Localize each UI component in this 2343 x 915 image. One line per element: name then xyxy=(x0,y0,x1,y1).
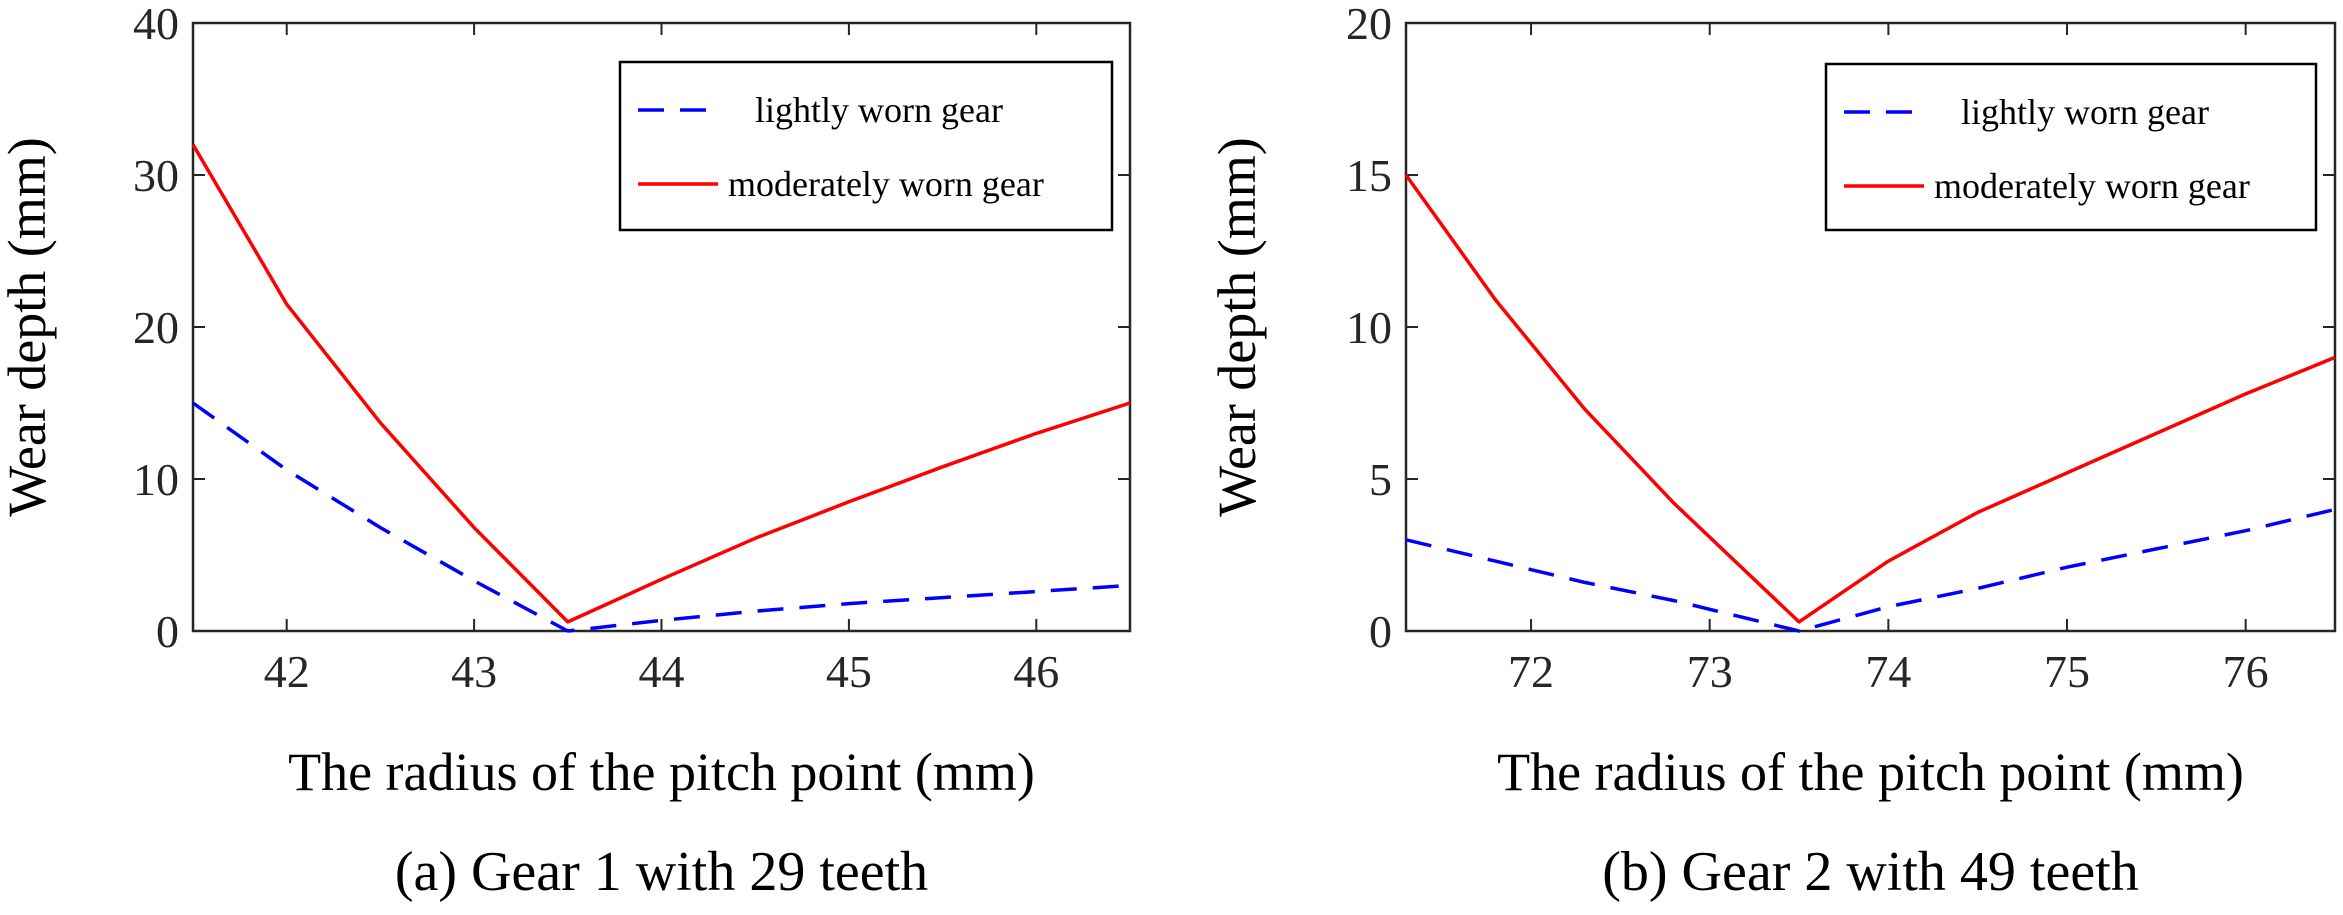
panel-a-y-tick-label: 10 xyxy=(133,454,179,505)
panel-a-x-axis-label: The radius of the pitch point (mm) xyxy=(288,742,1035,802)
panel-a-legend-moderately-worn-label: moderately worn gear xyxy=(728,164,1044,204)
panel-a-chart: 0 10 20 30 40 42 43 44 45 46 Wear depth (mm) The ra… xyxy=(0,0,1132,903)
panel-a-x-tick-label: 45 xyxy=(826,646,872,697)
panel-a-caption: (a) Gear 1 with 29 teeth xyxy=(395,841,928,903)
panel-b-legend-lightly-worn-label: lightly worn gear xyxy=(1961,92,2209,132)
panel-a-legend-box xyxy=(618,60,1114,232)
panel-a-x-tick-label: 46 xyxy=(1013,646,1059,697)
panel-a-series-lightly-worn-line xyxy=(191,401,1131,633)
panel-b-y-tick-label: 5 xyxy=(1369,454,1392,505)
panel-b-legend-moderately-worn-label: moderately worn gear xyxy=(1934,166,2250,206)
panel-a-x-tick-label: 44 xyxy=(639,646,685,697)
panel-b-x-tick-label: 73 xyxy=(1687,646,1733,697)
panel-a-y-tick-label: 20 xyxy=(133,302,179,353)
panel-b-y-axis-label: Wear depth (mm) xyxy=(1207,137,1267,517)
panel-b-x-tick-label: 72 xyxy=(1508,646,1554,697)
panel-a-y-tick-label: 0 xyxy=(156,606,179,657)
panel-b-chart: 0 5 10 15 20 72 73 74 75 76 Wear depth (mm) The rad… xyxy=(1207,0,2337,903)
panel-a-y-axis-label: Wear depth (mm) xyxy=(0,137,57,517)
panel-b-legend-box xyxy=(1824,62,2318,232)
panel-b-x-tick-label: 76 xyxy=(2223,646,2269,697)
panel-a-x-tick-label: 43 xyxy=(451,646,497,697)
panel-a-series-moderately-worn-line xyxy=(191,143,1131,624)
panel-b-series-lightly-worn-line xyxy=(1405,507,2336,633)
panel-b-y-tick-label: 0 xyxy=(1369,606,1392,657)
panel-b-x-axis-label: The radius of the pitch point (mm) xyxy=(1497,742,2244,802)
panel-b-caption: (b) Gear 2 with 49 teeth xyxy=(1602,841,2138,903)
panel-b-y-tick-label: 15 xyxy=(1346,150,1392,201)
panel-a-x-tick-label: 42 xyxy=(264,646,310,697)
panel-b-x-tick-label: 75 xyxy=(2044,646,2090,697)
panel-b-y-tick-label: 20 xyxy=(1346,0,1392,49)
panel-a-y-tick-label: 40 xyxy=(133,0,179,49)
panel-b-x-tick-label: 74 xyxy=(1865,646,1911,697)
panel-a-legend-lightly-worn-label: lightly worn gear xyxy=(755,90,1003,130)
panel-a-y-tick-label: 30 xyxy=(133,150,179,201)
panel-b-y-tick-label: 10 xyxy=(1346,302,1392,353)
panel-b-series-moderately-worn-line xyxy=(1404,173,2336,624)
